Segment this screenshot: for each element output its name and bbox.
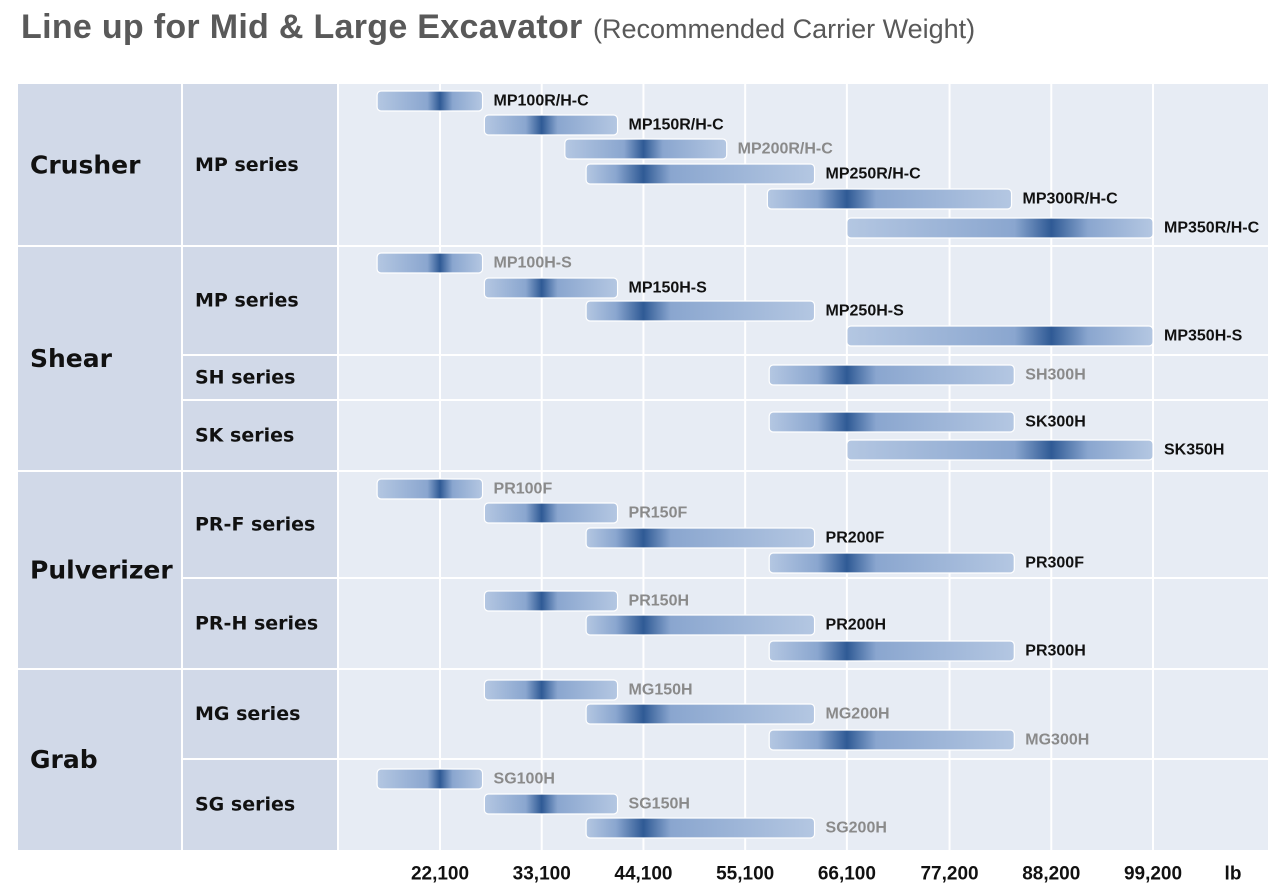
range-bar bbox=[564, 138, 728, 160]
x-tick-label: 88,200 bbox=[1022, 864, 1080, 885]
range-bar bbox=[846, 439, 1154, 461]
category-label: Shear bbox=[30, 344, 113, 373]
bar-label: SG200H bbox=[826, 820, 887, 837]
category-label: Pulverizer bbox=[30, 556, 173, 585]
bar-label: PR300F bbox=[1025, 555, 1084, 572]
x-tick-label: 99,200 bbox=[1124, 864, 1182, 885]
series-label: SH series bbox=[195, 367, 295, 389]
x-tick-label: 77,200 bbox=[920, 864, 978, 885]
range-bar bbox=[768, 640, 1015, 662]
bar-label: SH300H bbox=[1025, 367, 1085, 384]
x-axis-unit: lb bbox=[1225, 864, 1242, 885]
range-bar bbox=[768, 729, 1015, 751]
range-bar bbox=[483, 590, 619, 612]
series-label: MG series bbox=[195, 703, 300, 725]
x-tick-label: 22,100 bbox=[411, 864, 469, 885]
range-bar bbox=[376, 768, 484, 790]
bar-label: MP150R/H-C bbox=[629, 117, 725, 134]
range-bar bbox=[766, 188, 1013, 210]
range-bar bbox=[585, 614, 816, 636]
bar-label: SG100H bbox=[494, 771, 555, 788]
x-tick-label: 33,100 bbox=[513, 864, 571, 885]
range-bar bbox=[483, 277, 619, 299]
range-bar bbox=[846, 325, 1154, 347]
x-tick-label: 44,100 bbox=[614, 864, 672, 885]
range-bar bbox=[768, 411, 1015, 433]
range-bar bbox=[483, 502, 619, 524]
range-bar bbox=[483, 679, 619, 701]
bar-label: MP300R/H-C bbox=[1023, 191, 1119, 208]
bar-label: MP350H-S bbox=[1164, 328, 1243, 345]
series-label: PR-F series bbox=[195, 514, 315, 536]
range-bar bbox=[483, 114, 619, 136]
bar-label: MP250H-S bbox=[826, 303, 905, 320]
range-bar bbox=[376, 252, 484, 274]
range-bar bbox=[376, 478, 484, 500]
x-tick-label: 66,100 bbox=[818, 864, 876, 885]
range-bar bbox=[768, 552, 1015, 574]
bar-label: MP150H-S bbox=[629, 280, 708, 297]
bar-label: SK350H bbox=[1164, 442, 1224, 459]
range-bar bbox=[768, 364, 1015, 386]
bar-label: SG150H bbox=[629, 796, 690, 813]
range-bar bbox=[483, 793, 619, 815]
series-label: SK series bbox=[195, 425, 294, 447]
bar-label: MG150H bbox=[629, 682, 693, 699]
bar-label: MP100H-S bbox=[494, 255, 573, 272]
bar-label: PR200H bbox=[826, 617, 886, 634]
range-bar bbox=[585, 300, 816, 322]
bar-label: MP350R/H-C bbox=[1164, 220, 1260, 237]
bar-label: MP250R/H-C bbox=[826, 166, 922, 183]
category-column bbox=[18, 84, 338, 850]
bar-label: MG200H bbox=[826, 706, 890, 723]
bar-label: PR150F bbox=[629, 505, 688, 522]
range-bar bbox=[846, 217, 1154, 239]
bar-label: PR200F bbox=[826, 530, 885, 547]
bar-label: PR300H bbox=[1025, 643, 1085, 660]
series-label: PR-H series bbox=[195, 613, 318, 635]
range-bar bbox=[376, 90, 484, 112]
range-bar bbox=[585, 817, 816, 839]
x-tick-label: 55,100 bbox=[716, 864, 774, 885]
bar-label: PR150H bbox=[629, 593, 689, 610]
category-label: Crusher bbox=[30, 151, 141, 180]
range-bar bbox=[585, 703, 816, 725]
range-bar bbox=[585, 163, 816, 185]
chart-subtitle: (Recommended Carrier Weight) bbox=[593, 14, 976, 44]
bar-label: PR100F bbox=[494, 481, 553, 498]
range-bar bbox=[585, 527, 816, 549]
bar-label: MG300H bbox=[1025, 732, 1089, 749]
bar-label: SK300H bbox=[1025, 414, 1085, 431]
series-label: MP series bbox=[195, 154, 299, 176]
series-label: MP series bbox=[195, 290, 299, 312]
chart-title-main: Line up for Mid & Large Excavator bbox=[21, 8, 583, 46]
bar-label: MP200R/H-C bbox=[738, 141, 834, 158]
bar-label: MP100R/H-C bbox=[494, 93, 590, 110]
series-label: SG series bbox=[195, 794, 295, 816]
category-label: Grab bbox=[30, 745, 98, 774]
chart-title: Line up for Mid & Large Excavator (Recom… bbox=[21, 8, 975, 47]
